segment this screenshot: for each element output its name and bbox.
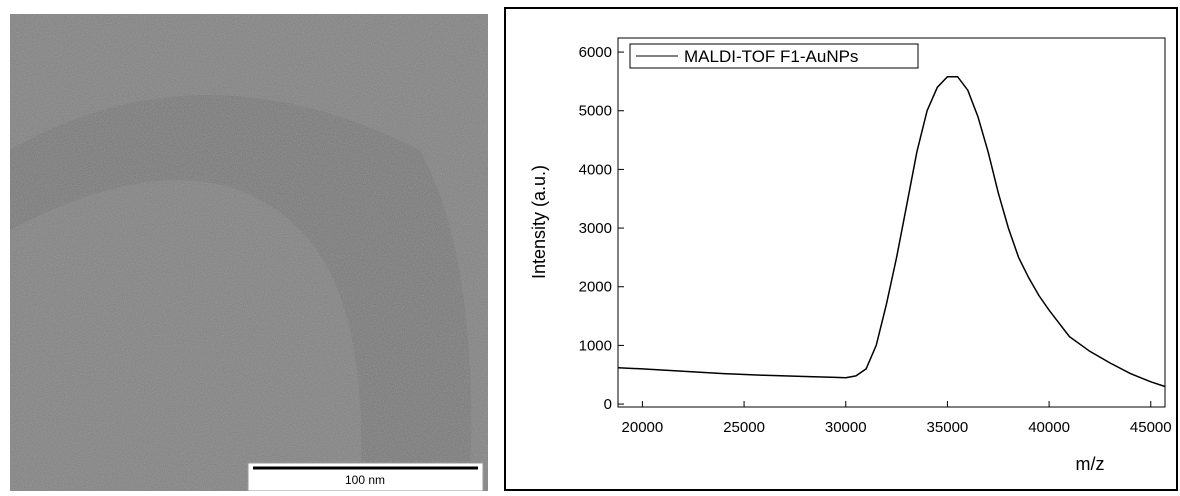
x-tick-label: 45000 xyxy=(1130,419,1172,436)
y-tick-label: 3000 xyxy=(579,220,612,237)
scale-bar-label: 100 nm xyxy=(345,473,385,487)
tem-image: 100 nm xyxy=(10,14,488,492)
x-tick-label: 35000 xyxy=(927,419,969,436)
legend-label: MALDI-TOF F1-AuNPs xyxy=(684,47,858,66)
y-axis-label: Intensity (a.u.) xyxy=(529,165,549,279)
x-tick-label: 30000 xyxy=(825,419,867,436)
y-tick-label: 0 xyxy=(604,396,612,413)
plot-frame xyxy=(617,37,1166,408)
data-line xyxy=(617,75,1166,388)
y-tick-label: 1000 xyxy=(579,337,612,354)
y-tick-label: 2000 xyxy=(579,279,612,296)
y-tick-label: 5000 xyxy=(579,103,612,120)
y-tick-label: 6000 xyxy=(579,44,612,61)
legend-box xyxy=(629,43,919,69)
x-axis-label: m/z xyxy=(1076,454,1105,474)
x-tick-label: 40000 xyxy=(1028,419,1070,436)
y-tick-label: 4000 xyxy=(579,161,612,178)
x-tick-label: 25000 xyxy=(723,419,765,436)
x-tick-label: 20000 xyxy=(622,419,664,436)
chart-panel xyxy=(504,7,1178,491)
